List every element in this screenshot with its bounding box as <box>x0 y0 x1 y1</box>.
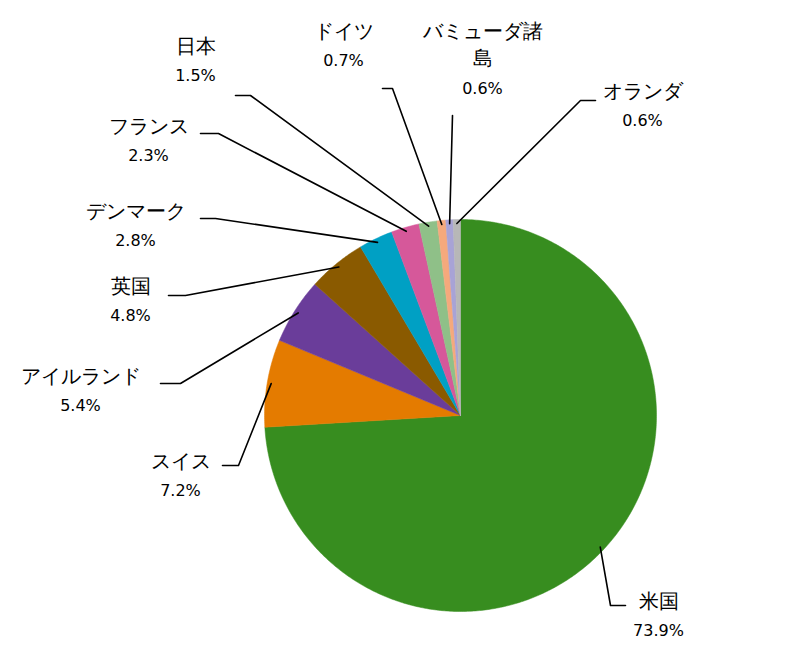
svg-text:米国: 米国 <box>639 589 679 613</box>
svg-text:アイルランド: アイルランド <box>21 364 141 388</box>
svg-text:0.7%: 0.7% <box>323 51 364 70</box>
svg-text:スイス: スイス <box>151 449 211 473</box>
svg-text:0.6%: 0.6% <box>462 79 503 98</box>
svg-text:フランス: フランス <box>109 114 189 138</box>
svg-text:日本: 日本 <box>176 34 216 58</box>
svg-text:オランダ: オランダ <box>603 79 684 103</box>
svg-text:1.5%: 1.5% <box>175 66 216 85</box>
svg-text:バミューダ諸島: バミューダ諸島 <box>422 19 543 70</box>
svg-text:0.6%: 0.6% <box>622 111 663 130</box>
svg-text:4.8%: 4.8% <box>110 306 151 325</box>
svg-text:2.8%: 2.8% <box>115 231 156 250</box>
svg-text:7.2%: 7.2% <box>160 481 201 500</box>
svg-text:5.4%: 5.4% <box>60 396 101 415</box>
svg-text:ドイツ: ドイツ <box>314 19 374 43</box>
svg-text:73.9%: 73.9% <box>633 621 684 640</box>
svg-text:2.3%: 2.3% <box>128 146 169 165</box>
svg-text:デンマーク: デンマーク <box>86 199 186 223</box>
svg-text:英国: 英国 <box>111 274 151 298</box>
